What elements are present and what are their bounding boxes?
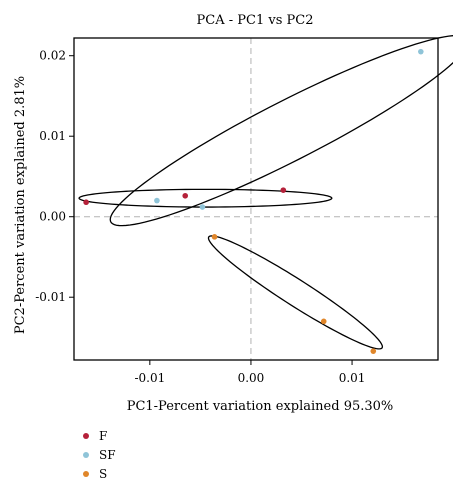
y-tick-label: 0.00	[39, 210, 66, 224]
x-axis-title: PC1-Percent variation explained 95.30%	[127, 399, 394, 414]
y-axis: -0.01 0.00 0.01 0.02	[35, 49, 74, 304]
chart-title: PCA - PC1 vs PC2	[197, 13, 314, 28]
point-s-1	[211, 234, 218, 240]
legend: F SF S	[83, 429, 116, 481]
legend-label-sf: SF	[99, 448, 116, 462]
x-tick-label: -0.01	[134, 371, 165, 385]
point-sf-3	[418, 48, 424, 55]
y-tick-label: 0.02	[39, 49, 66, 63]
legend-marker-sf	[83, 452, 89, 458]
point-sf-2	[199, 204, 206, 210]
x-axis: -0.01 0.00 0.01	[134, 360, 365, 385]
legend-label-f: F	[99, 429, 107, 443]
ellipse-s	[207, 235, 384, 350]
point-sf-1	[154, 197, 160, 204]
y-tick-label: -0.01	[35, 290, 66, 304]
ellipse-f	[78, 188, 333, 208]
plot-area	[74, 35, 453, 360]
point-s-3	[370, 348, 377, 354]
legend-marker-f	[83, 433, 89, 439]
ellipse-sf	[109, 35, 453, 227]
legend-marker-s	[83, 471, 89, 477]
y-tick-label: 0.01	[39, 129, 66, 143]
plot-frame	[73, 37, 439, 361]
x-tick-label: 0.00	[238, 371, 265, 385]
y-axis-title: PC2-Percent variation explained 2.81%	[13, 76, 28, 334]
point-f-3	[280, 187, 287, 193]
point-s-2	[320, 318, 327, 325]
x-tick-label: 0.01	[339, 371, 366, 385]
legend-label-s: S	[99, 467, 107, 481]
point-f-1	[83, 199, 89, 206]
point-f-2	[182, 192, 189, 199]
